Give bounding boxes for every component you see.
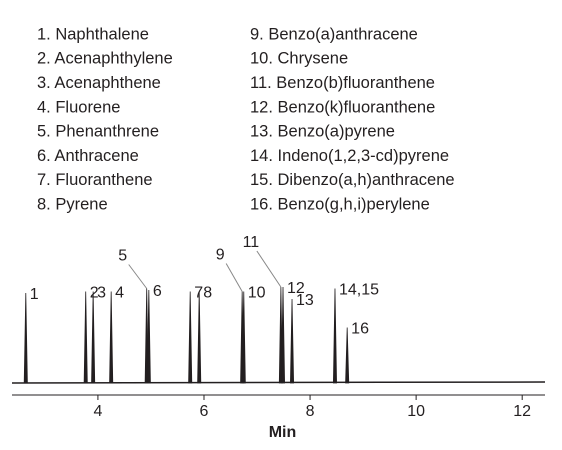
peak-label: 13 xyxy=(296,292,314,309)
x-tick-label: 8 xyxy=(306,403,315,420)
peak xyxy=(290,298,295,384)
compound-item: 3. Acenaphthene xyxy=(37,74,161,92)
peak-label: 9 xyxy=(216,247,225,264)
peak-label: 6 xyxy=(153,283,162,300)
x-tick-label: 4 xyxy=(93,403,102,420)
compound-item: 10. Chrysene xyxy=(250,50,348,68)
compound-item: 13. Benzo(a)pyrene xyxy=(250,123,395,141)
peak xyxy=(83,291,88,384)
peak-label: 4 xyxy=(115,285,124,302)
peak-label: 5 xyxy=(118,248,127,265)
peak xyxy=(146,289,151,384)
x-tick-label: 12 xyxy=(513,403,531,420)
compound-item: 16. Benzo(g,h,i)perylene xyxy=(250,195,430,213)
peak-label: 8 xyxy=(203,285,212,302)
peak-label: 10 xyxy=(248,285,266,302)
compound-item: 7. Fluoranthene xyxy=(37,171,153,189)
compound-item: 4. Fluorene xyxy=(37,98,120,116)
peak xyxy=(109,291,114,384)
compound-item: 5. Phenanthrene xyxy=(37,123,159,141)
compound-item: 12. Benzo(k)fluoranthene xyxy=(250,98,435,116)
peak xyxy=(241,291,246,384)
x-axis-title: Min xyxy=(269,424,297,441)
compound-item: 14. Indeno(1,2,3-cd)pyrene xyxy=(250,147,449,165)
compound-item: 8. Pyrene xyxy=(37,195,108,213)
peak-label: 14,15 xyxy=(339,282,379,299)
compound-item: 1. Naphthalene xyxy=(37,25,149,43)
peak-label: 7 xyxy=(194,285,203,302)
peak-label: 2 xyxy=(90,285,99,302)
peak xyxy=(91,291,96,384)
baseline xyxy=(11,381,546,384)
peak-label: 16 xyxy=(351,321,369,338)
compound-item: 2. Acenaphthylene xyxy=(37,50,173,68)
peak-label: 3 xyxy=(97,285,106,302)
peak xyxy=(23,292,28,384)
leader-line xyxy=(256,250,282,288)
peak xyxy=(281,286,286,384)
leader-line xyxy=(128,264,148,289)
peak-label: 12 xyxy=(287,280,305,297)
compound-item: 11. Benzo(b)fluoranthene xyxy=(250,74,435,92)
peak xyxy=(188,291,193,384)
compound-list: 1. Naphthalene 2. Acenaphthylene 3. Acenap… xyxy=(37,25,455,213)
leader-line xyxy=(225,263,243,292)
peak xyxy=(332,288,337,384)
peak xyxy=(197,291,202,384)
peak xyxy=(345,327,350,384)
compound-item: 9. Benzo(a)anthracene xyxy=(250,25,418,43)
peak-label: 1 xyxy=(30,286,39,303)
compound-item: 6. Anthracene xyxy=(37,147,139,165)
peak-label: 11 xyxy=(243,234,260,251)
x-tick-label: 10 xyxy=(407,403,425,420)
x-tick-label: 6 xyxy=(200,403,209,420)
compound-item: 15. Dibenzo(a,h)anthracene xyxy=(250,171,455,189)
